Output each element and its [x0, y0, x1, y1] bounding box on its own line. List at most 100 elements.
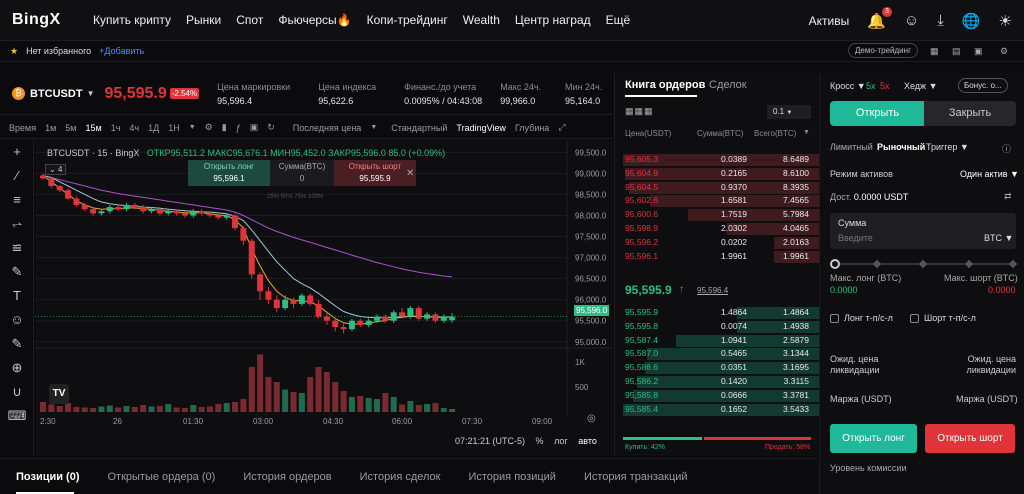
indicators-icon[interactable]: ƒ: [235, 122, 241, 133]
view-tradingview[interactable]: TradingView: [456, 122, 506, 133]
interval-5m[interactable]: 5м: [65, 122, 77, 133]
brush-icon[interactable]: ✎: [11, 264, 23, 279]
leverage-short[interactable]: 5x: [880, 81, 890, 91]
auto-scale-button[interactable]: авто: [578, 436, 597, 446]
book-layout-icons[interactable]: ▦▦▦: [625, 106, 654, 116]
precision-select[interactable]: 0.1 ▼: [767, 105, 811, 119]
ruler-icon[interactable]: ✎: [11, 336, 23, 351]
leverage-long[interactable]: 5x: [866, 81, 876, 91]
goto-realtime-icon[interactable]: ◎: [587, 413, 596, 424]
lock-icon[interactable]: ∪: [12, 384, 22, 399]
fullscreen-icon[interactable]: ⤢: [558, 122, 566, 132]
col-total[interactable]: Всего(BTC): [754, 129, 797, 138]
ask-row[interactable]: 95,605.3 0.0389 8.6489: [615, 153, 819, 167]
zoom-icon[interactable]: ⊕: [11, 360, 23, 375]
ask-row[interactable]: 95,600.6 1.7519 5.7984: [615, 208, 819, 222]
document-icon[interactable]: ▤: [952, 45, 961, 56]
tab-open-orders[interactable]: Открытые ордера (0): [107, 470, 216, 483]
info-icon[interactable]: ⓘ: [1002, 144, 1012, 154]
open-short-button[interactable]: Открыть шорт: [925, 424, 1015, 453]
interval-1m[interactable]: 1м: [45, 122, 57, 133]
quick-open-long-button[interactable]: Открыть лонг 95,596.1: [188, 160, 270, 186]
layout-icon[interactable]: ▣: [974, 45, 983, 56]
amount-slider[interactable]: [830, 259, 1018, 269]
margin-mode-button[interactable]: Кросс ▼: [830, 81, 866, 91]
settings-icon[interactable]: ⚙: [1000, 45, 1009, 56]
ask-row[interactable]: 95,604.5 0.9370 8.3935: [615, 181, 819, 195]
nav-spot[interactable]: Спот: [236, 13, 264, 27]
ask-row[interactable]: 95,604.9 0.2165 8.6100: [615, 167, 819, 181]
slider-mark-50[interactable]: [918, 259, 928, 269]
ask-row[interactable]: 95,602.6 1.6581 7.4565: [615, 194, 819, 208]
download-icon[interactable]: ⤓: [937, 12, 944, 29]
bingx-logo[interactable]: BingX: [12, 11, 61, 28]
amount-input[interactable]: Сумма Введите BTC ▼: [830, 213, 1016, 249]
text-icon[interactable]: T: [13, 288, 21, 303]
tab-trades[interactable]: Сделок: [709, 79, 747, 91]
chevron-down-icon[interactable]: ▼: [370, 124, 378, 131]
interval-4h[interactable]: 4ч: [129, 122, 140, 133]
bid-row[interactable]: 95,586.2 0.1420 3.3115: [615, 375, 819, 389]
add-favorite-link[interactable]: +Добавить: [99, 46, 145, 56]
tradingview-logo[interactable]: TV: [49, 384, 69, 404]
nav-futures[interactable]: Фьючерсы🔥: [278, 13, 352, 27]
nav-wealth[interactable]: Wealth: [462, 13, 500, 27]
slider-handle[interactable]: [830, 259, 840, 269]
settings-icon[interactable]: ⚙: [204, 122, 213, 132]
tpsl-long-checkbox[interactable]: Лонг т-п/с-л: [830, 313, 893, 324]
tab-trade-history[interactable]: История сделок: [359, 470, 441, 483]
open-long-button[interactable]: Открыть лонг: [830, 424, 917, 453]
tab-market[interactable]: Рыночный: [877, 142, 926, 152]
globe-icon[interactable]: 🌐: [961, 12, 981, 30]
view-depth[interactable]: Глубина: [514, 122, 550, 133]
candle-type-icon[interactable]: ▮: [221, 122, 227, 132]
bid-row[interactable]: 95,595.9 1.4864 1.4864: [615, 306, 819, 320]
close-tab-button[interactable]: Закрыть: [924, 101, 1016, 126]
quick-size-percentages[interactable]: 25% 50% 75% 100%: [267, 194, 324, 200]
pattern-icon[interactable]: ⥋: [11, 216, 23, 231]
bid-row[interactable]: 95,595.8 0.0074 1.4938: [615, 320, 819, 334]
transfer-icon[interactable]: ⇄: [1004, 191, 1012, 201]
asset-mode-select[interactable]: Один актив ▼: [960, 169, 1019, 179]
star-icon[interactable]: ★: [10, 45, 19, 56]
candlestick-chart[interactable]: 99,500.0 99,000.0 98,500.0 98,000.0 97,500.0…: [35, 140, 613, 456]
trendline-icon[interactable]: ∕: [15, 168, 19, 183]
mark-price-ref[interactable]: 95,596.4: [697, 286, 729, 295]
open-tab-button[interactable]: Открыть: [830, 101, 925, 126]
theme-sun-icon[interactable]: ☀: [998, 12, 1012, 30]
tab-transaction-history[interactable]: История транзакций: [583, 470, 688, 483]
ask-row[interactable]: 95,596.2 0.0202 2.0163: [615, 236, 819, 250]
bid-row[interactable]: 95,587.4 1.0941 2.5879: [615, 334, 819, 348]
amount-unit-select[interactable]: BTC ▼: [984, 233, 1014, 243]
interval-1w[interactable]: 1Н: [168, 122, 180, 133]
quick-size-input[interactable]: Сумма(BTC) 0: [270, 160, 334, 186]
quick-open-short-button[interactable]: Открыть шорт 95,595.9: [334, 160, 416, 186]
fee-level-link[interactable]: Уровень комиссии: [830, 463, 907, 473]
fib-icon[interactable]: ≌: [11, 240, 23, 255]
interval-1h[interactable]: 1ч: [110, 122, 121, 133]
bid-row[interactable]: 95,586.6 0.0351 3.1695: [615, 361, 819, 375]
interval-1d[interactable]: 1Д: [148, 122, 160, 133]
nav-markets[interactable]: Рынки: [186, 13, 222, 27]
slider-mark-25[interactable]: [872, 259, 882, 269]
nav-buy-crypto[interactable]: Купить крипту: [93, 13, 172, 27]
tab-order-book[interactable]: Книга ордеров: [625, 79, 706, 91]
camera-icon[interactable]: ▣: [249, 122, 259, 132]
indicator-toggle[interactable]: ⌄ 4: [45, 164, 67, 175]
horizontal-lines-icon[interactable]: ≡: [13, 192, 21, 207]
demo-trading-button[interactable]: Демо-трейдинг: [848, 43, 918, 58]
assets-link[interactable]: Активы: [808, 13, 850, 28]
slider-mark-75[interactable]: [964, 259, 974, 269]
price-source-select[interactable]: Последняя цена: [292, 122, 362, 133]
symbol-selector[interactable]: BTCUSDT: [30, 87, 83, 100]
trash-icon[interactable]: ⌨: [7, 408, 27, 423]
ask-row[interactable]: 95,596.1 1.9961 1.9961: [615, 250, 819, 264]
emoji-icon[interactable]: ☺: [10, 312, 24, 327]
chevron-down-icon[interactable]: ▼: [188, 124, 196, 131]
crosshair-icon[interactable]: +: [13, 144, 21, 159]
nav-rewards[interactable]: Центр наград: [514, 13, 591, 27]
user-icon[interactable]: ☺: [903, 12, 920, 29]
slider-mark-100[interactable]: [1008, 259, 1018, 269]
price-chart[interactable]: 99,500.0 99,000.0 98,500.0 98,000.0 97,500.0…: [35, 140, 613, 456]
tab-position-history[interactable]: История позиций: [468, 470, 556, 483]
